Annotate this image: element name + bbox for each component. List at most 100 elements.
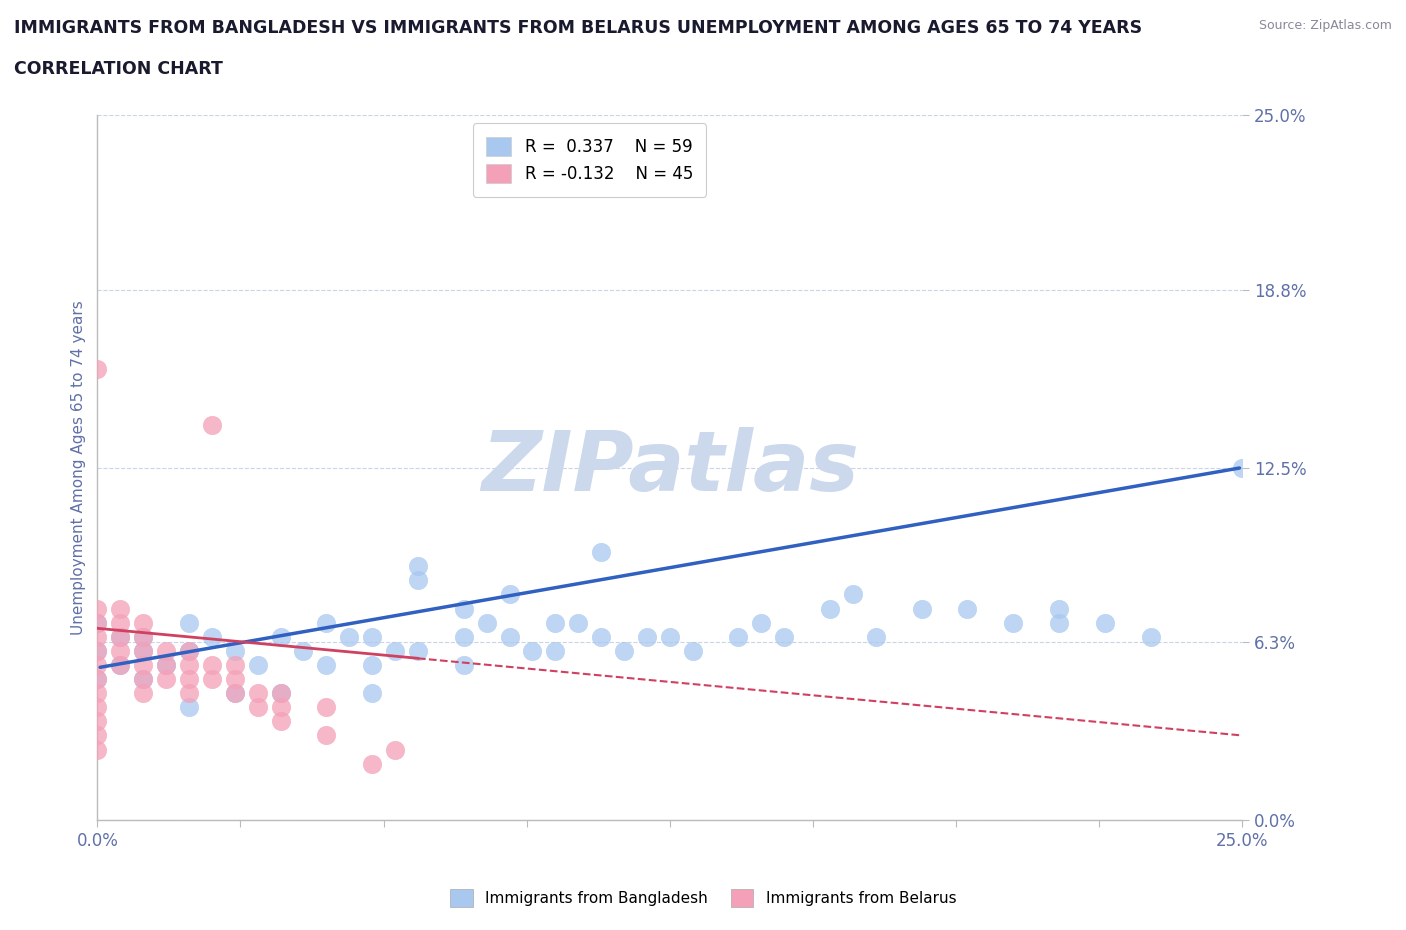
Point <box>727 630 749 644</box>
Point <box>406 559 429 574</box>
Point <box>177 644 200 658</box>
Point <box>86 616 108 631</box>
Text: ZIPatlas: ZIPatlas <box>481 427 859 508</box>
Point <box>224 671 246 686</box>
Point <box>1047 616 1070 631</box>
Point <box>384 644 406 658</box>
Point <box>246 700 269 715</box>
Point <box>911 601 934 616</box>
Point <box>1002 616 1025 631</box>
Point <box>591 545 613 560</box>
Point <box>613 644 636 658</box>
Point <box>315 728 337 743</box>
Text: IMMIGRANTS FROM BANGLADESH VS IMMIGRANTS FROM BELARUS UNEMPLOYMENT AMONG AGES 65: IMMIGRANTS FROM BANGLADESH VS IMMIGRANTS… <box>14 19 1142 36</box>
Point <box>224 644 246 658</box>
Point <box>132 644 155 658</box>
Point <box>110 616 132 631</box>
Point <box>86 362 108 377</box>
Point <box>177 644 200 658</box>
Point <box>270 700 292 715</box>
Point <box>567 616 589 631</box>
Point <box>86 601 108 616</box>
Text: CORRELATION CHART: CORRELATION CHART <box>14 60 224 78</box>
Point <box>658 630 681 644</box>
Point <box>132 630 155 644</box>
Point <box>315 700 337 715</box>
Point <box>86 728 108 743</box>
Point <box>132 685 155 700</box>
Point <box>361 756 384 771</box>
Point <box>270 685 292 700</box>
Point <box>86 700 108 715</box>
Point <box>86 742 108 757</box>
Point <box>86 616 108 631</box>
Point <box>270 630 292 644</box>
Point <box>842 587 865 602</box>
Point <box>132 630 155 644</box>
Point <box>110 630 132 644</box>
Point <box>177 616 200 631</box>
Point <box>177 685 200 700</box>
Point <box>110 658 132 672</box>
Point <box>86 685 108 700</box>
Point <box>155 658 177 672</box>
Point <box>453 658 475 672</box>
Point <box>201 658 224 672</box>
Point <box>1094 616 1116 631</box>
Legend: R =  0.337    N = 59, R = -0.132    N = 45: R = 0.337 N = 59, R = -0.132 N = 45 <box>472 124 706 197</box>
Point <box>110 630 132 644</box>
Point <box>201 671 224 686</box>
Text: Source: ZipAtlas.com: Source: ZipAtlas.com <box>1258 19 1392 32</box>
Point <box>475 616 498 631</box>
Point <box>498 630 520 644</box>
Point <box>110 658 132 672</box>
Point <box>315 616 337 631</box>
Point <box>177 700 200 715</box>
Point <box>636 630 658 644</box>
Point <box>177 671 200 686</box>
Point <box>177 658 200 672</box>
Point <box>224 685 246 700</box>
Point <box>498 587 520 602</box>
Point <box>132 616 155 631</box>
Point <box>956 601 979 616</box>
Point <box>361 630 384 644</box>
Point <box>86 644 108 658</box>
Point <box>132 671 155 686</box>
Point <box>270 685 292 700</box>
Point <box>110 601 132 616</box>
Point <box>591 630 613 644</box>
Point <box>201 630 224 644</box>
Point <box>682 644 704 658</box>
Point <box>773 630 796 644</box>
Point <box>453 630 475 644</box>
Point <box>818 601 841 616</box>
Point <box>544 644 567 658</box>
Point <box>1047 601 1070 616</box>
Point <box>224 658 246 672</box>
Point <box>270 714 292 729</box>
Point <box>86 644 108 658</box>
Point <box>384 742 406 757</box>
Point <box>361 658 384 672</box>
Point <box>292 644 315 658</box>
Point <box>751 616 773 631</box>
Point <box>155 644 177 658</box>
Y-axis label: Unemployment Among Ages 65 to 74 years: Unemployment Among Ages 65 to 74 years <box>72 300 86 635</box>
Point <box>337 630 360 644</box>
Point <box>86 630 108 644</box>
Point <box>155 658 177 672</box>
Legend: Immigrants from Bangladesh, Immigrants from Belarus: Immigrants from Bangladesh, Immigrants f… <box>444 884 962 913</box>
Point <box>86 671 108 686</box>
Point <box>315 658 337 672</box>
Point <box>86 714 108 729</box>
Point <box>132 644 155 658</box>
Point <box>155 671 177 686</box>
Point <box>406 573 429 588</box>
Point <box>132 658 155 672</box>
Point <box>201 418 224 432</box>
Point <box>86 658 108 672</box>
Point <box>246 685 269 700</box>
Point <box>110 644 132 658</box>
Point <box>1139 630 1161 644</box>
